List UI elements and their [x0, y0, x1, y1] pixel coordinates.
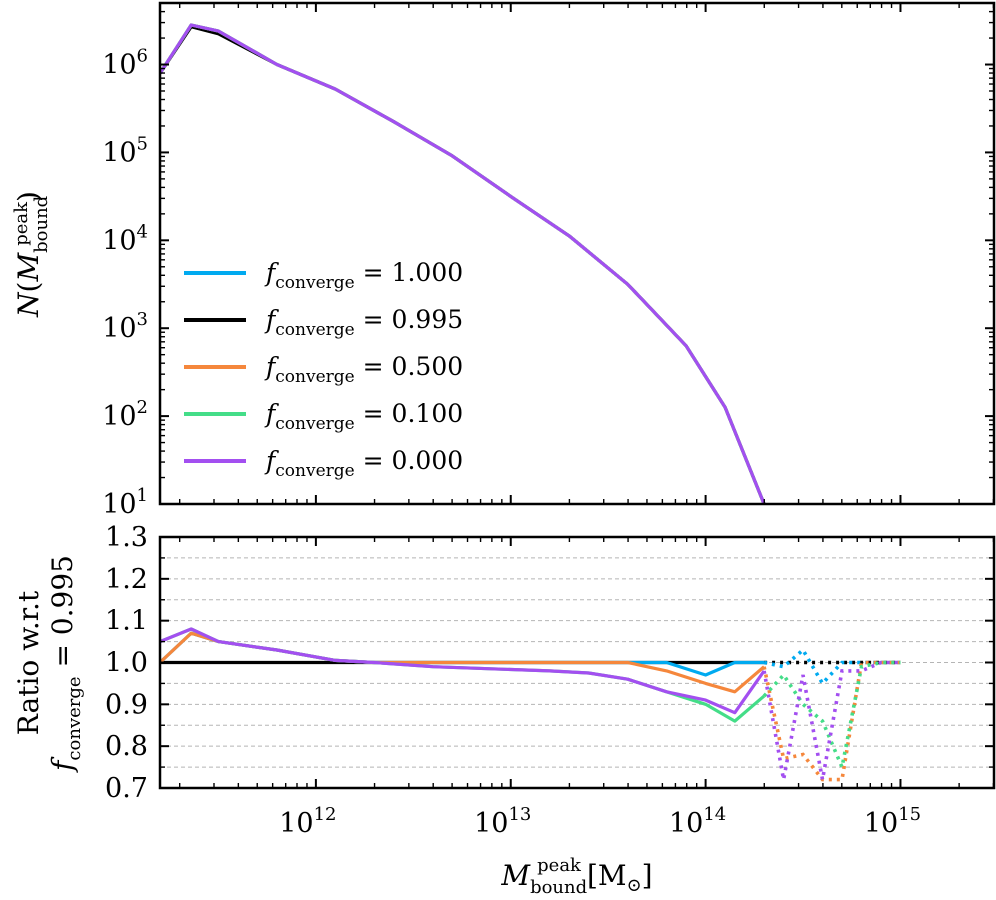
x-tick-label: 1014 [669, 804, 726, 839]
bottom-plot-frame [158, 535, 996, 790]
bottom-y-ticks: 0.7 0.8 0.9 1.0 1.1 1.2 1.3 [105, 522, 994, 804]
bottom-y-axis-label-line2: fconverge = 0.995 [46, 555, 85, 773]
bottom-y-tick-label: 0.9 [105, 689, 148, 720]
bottom-ylabel-sub: converge [64, 676, 85, 760]
top-y-tick-label: 103 [102, 309, 148, 344]
series-line-0.100 [160, 627, 766, 723]
top-y-tick-label: 106 [102, 46, 148, 81]
legend: fconverge = 1.000 fconverge = 0.995 fconve… [184, 258, 463, 481]
x-tick-label: 1012 [279, 804, 336, 839]
bottom-y-tick-label: 1.2 [105, 564, 148, 595]
bottom-x-ticks: 1012 1013 1014 1015 [178, 537, 995, 839]
top-y-tick-label: 104 [102, 221, 148, 256]
series-line-dotted-0.000 [762, 660, 901, 780]
bottom-ylabel-value: = 0.995 [46, 555, 79, 676]
top-y-tick-label: 105 [102, 133, 148, 168]
bottom-y-tick-label: 0.7 [105, 773, 148, 804]
top-y-axis-label: N(Mboundpeak) [11, 191, 52, 318]
bottom-y-tick-label: 1.0 [105, 648, 148, 679]
x-axis-label: Mboundpeak [M⊙] [500, 855, 652, 898]
legend-label-0.995: fconverge = 0.995 [264, 305, 463, 340]
legend-label-0.100: fconverge = 0.100 [264, 399, 463, 434]
top-series-group [160, 23, 766, 504]
series-line-0.000 [160, 23, 766, 504]
bottom-series-group [160, 627, 901, 782]
top-plot-frame [158, 1, 996, 506]
top-y-ticks: 101 102 103 104 105 106 [102, 2, 994, 520]
x-tick-label: 1015 [864, 804, 921, 839]
series-line-0.000 [160, 627, 766, 715]
series-line-dotted-1.000 [763, 647, 901, 687]
top-y-tick-label: 102 [102, 397, 148, 432]
top-y-tick-label: 101 [102, 485, 148, 520]
bottom-y-tick-label: 0.8 [105, 731, 148, 762]
legend-label-0.500: fconverge = 0.500 [264, 352, 463, 387]
legend-label-1.000: fconverge = 1.000 [264, 258, 463, 293]
series-line-dotted-0.500 [762, 660, 901, 782]
bottom-y-tick-label: 1.1 [105, 606, 148, 637]
series-line-dotted-0.100 [762, 660, 901, 774]
bottom-y-tick-label: 1.3 [105, 522, 148, 553]
legend-label-0.000: fconverge = 0.000 [264, 446, 463, 481]
x-tick-label: 1013 [474, 804, 531, 839]
bottom-panel: 0.7 0.8 0.9 1.0 1.1 1.2 1.3 1012 1013 1014 1015 R… [12, 522, 996, 898]
bottom-y-axis-label-line1: Ratio w.r.t [12, 590, 45, 735]
